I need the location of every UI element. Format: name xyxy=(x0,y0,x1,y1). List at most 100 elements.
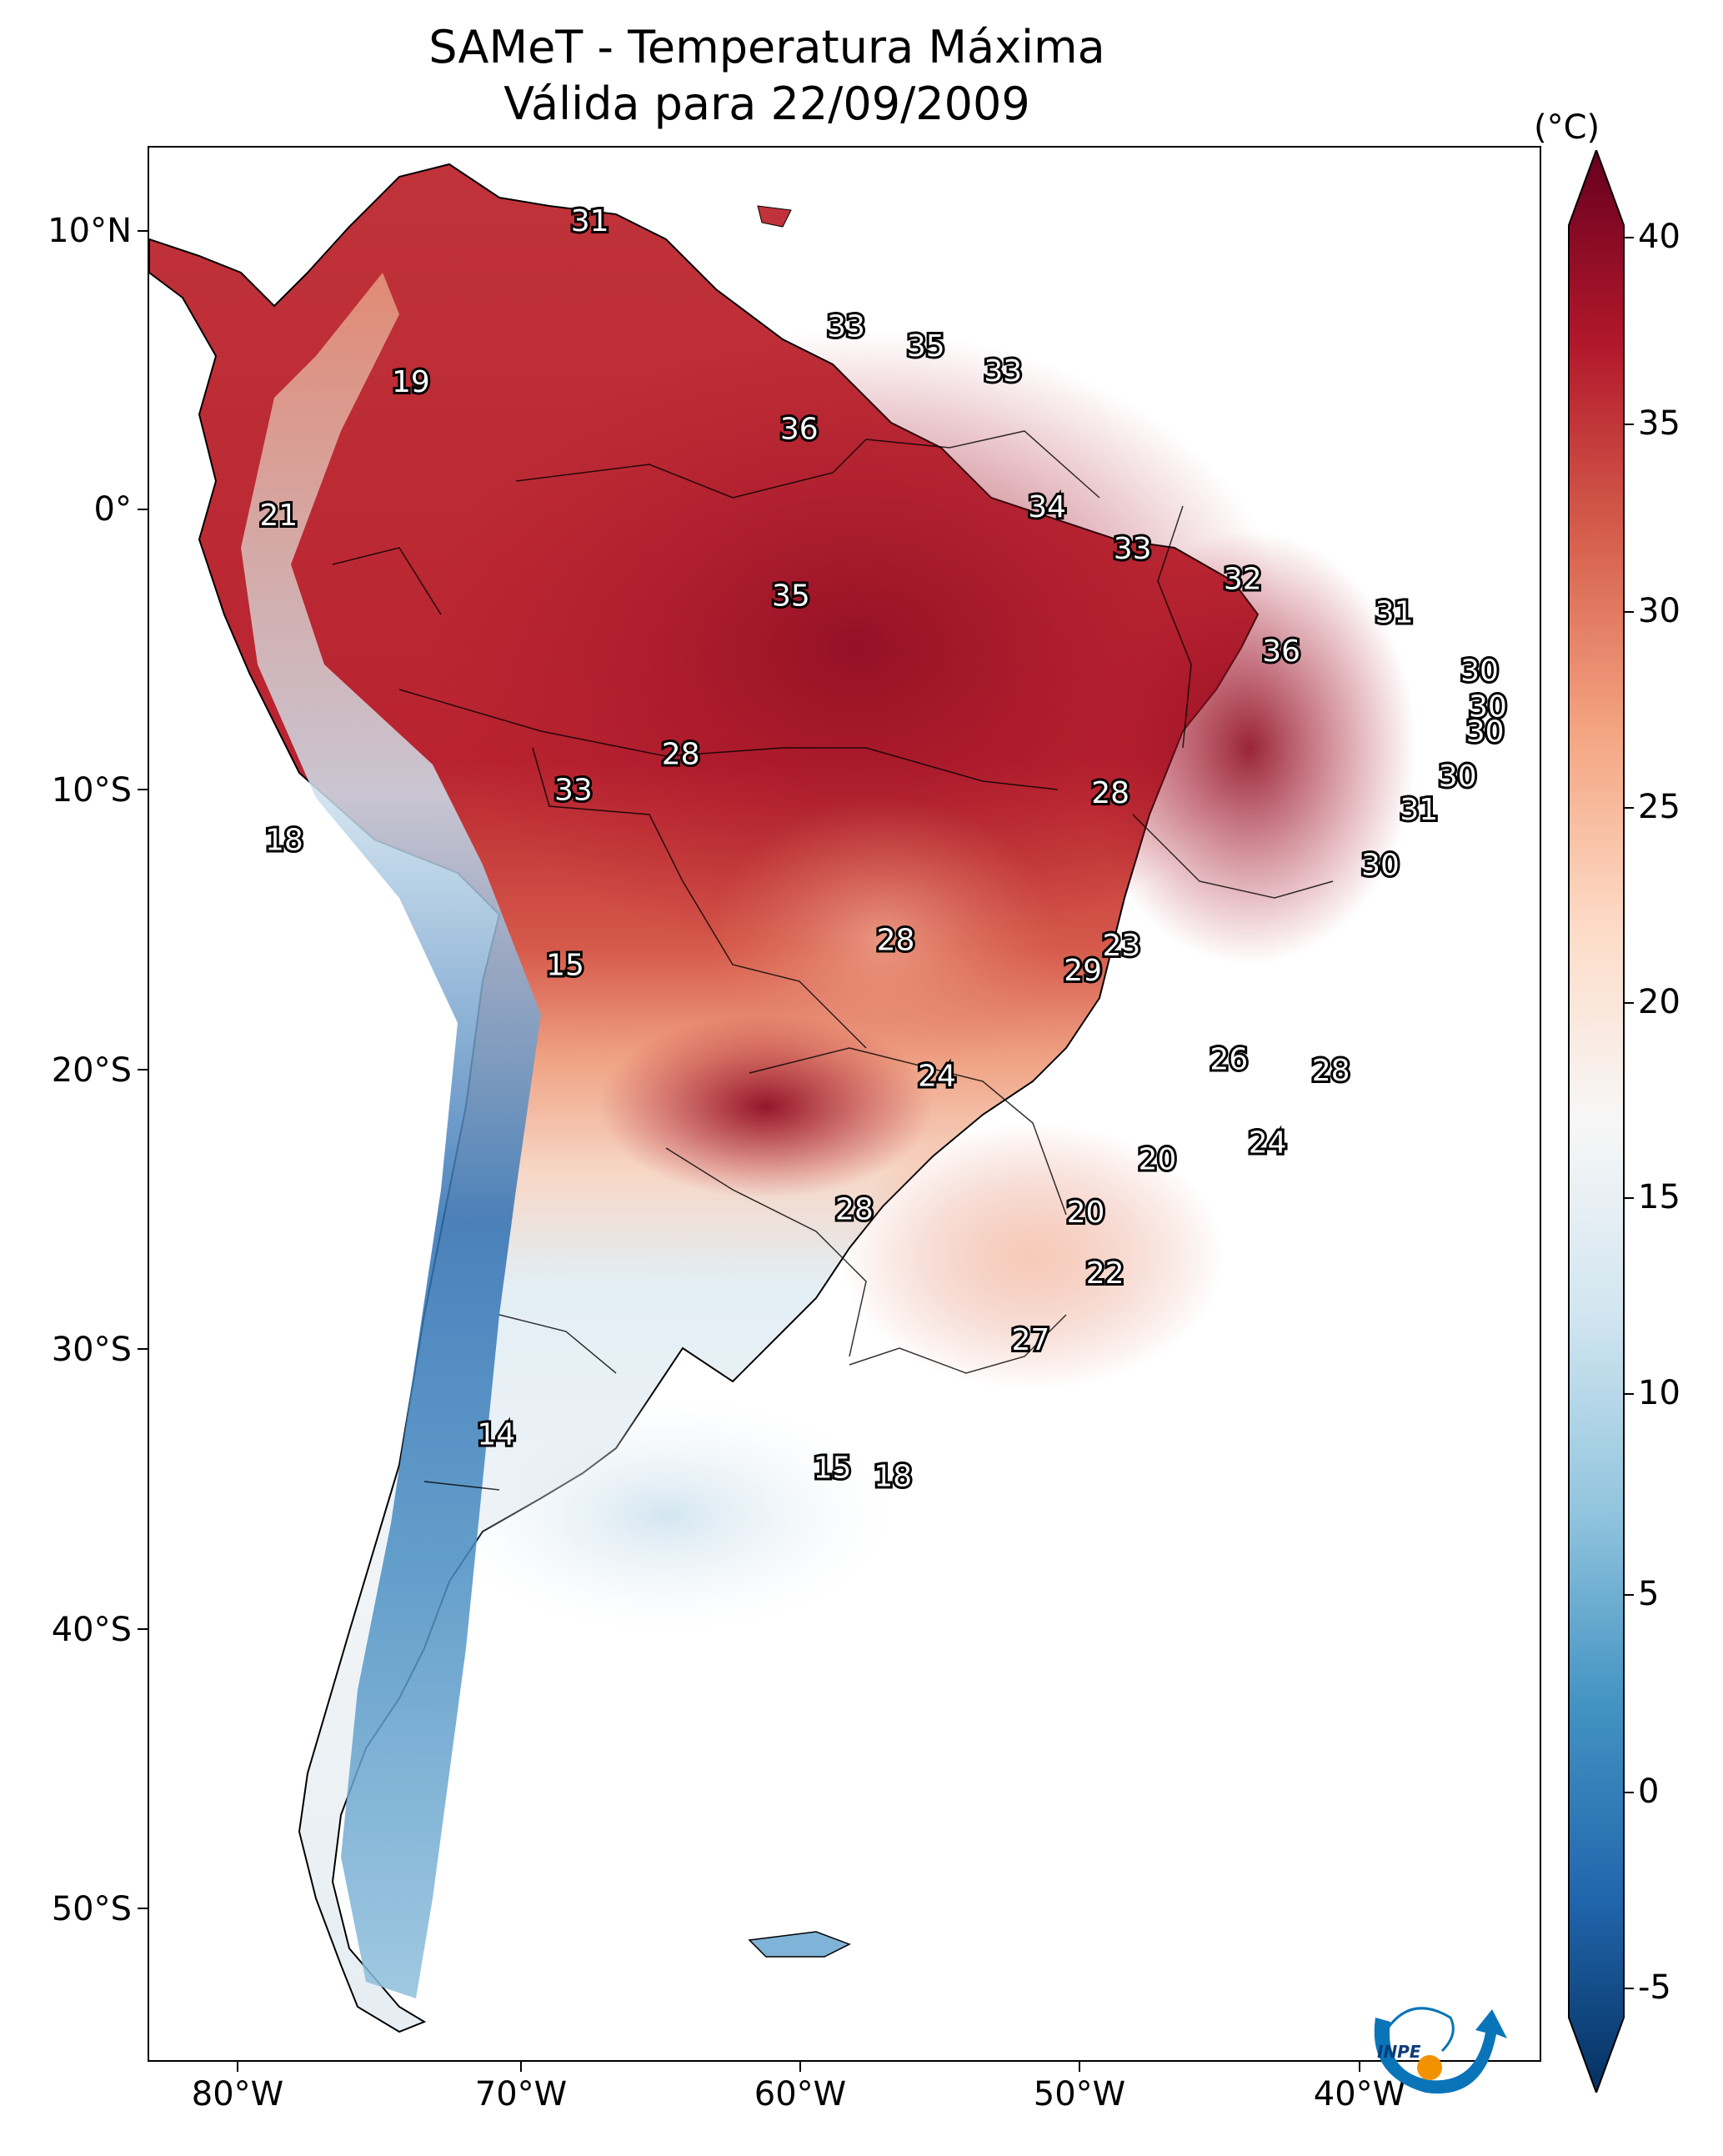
station-temperature-label: 22 xyxy=(1086,1256,1124,1291)
warm-region-central xyxy=(708,798,1058,1081)
lon-label-40w: 40°W xyxy=(1313,2075,1406,2113)
logo-text: INPE xyxy=(1377,2042,1421,2062)
station-temperature-label: 34 xyxy=(1028,490,1066,524)
station-temperature-label: 19 xyxy=(392,365,430,399)
cool-region-pampas xyxy=(441,1398,891,1632)
colorbar-tick xyxy=(1624,237,1634,238)
lon-label-80w: 80°W xyxy=(191,2075,284,2113)
hot-region-amazon xyxy=(424,331,1291,965)
lon-tick xyxy=(1079,2062,1080,2072)
station-temperature-label: 26 xyxy=(1210,1043,1248,1077)
station-temperature-label: 33 xyxy=(827,310,865,344)
station-temperature-label: 14 xyxy=(477,1417,515,1452)
colorbar-label: 25 xyxy=(1638,788,1680,826)
colorbar-tick xyxy=(1624,1594,1634,1596)
lat-label-30s: 30°S xyxy=(51,1331,132,1369)
station-temperature-label: 18 xyxy=(265,824,303,858)
station-temperature-label: 24 xyxy=(1249,1126,1287,1161)
colorbar-label: 40 xyxy=(1638,218,1680,256)
station-temperature-label: 30 xyxy=(1361,849,1400,883)
station-temperature-label: 18 xyxy=(874,1459,912,1493)
station-temperature-label: 29 xyxy=(1064,954,1102,988)
colorbar-label: 15 xyxy=(1638,1178,1680,1216)
station-temperature-label: 23 xyxy=(1102,929,1140,963)
station-temperature-label: 35 xyxy=(772,579,810,614)
map-frame: 31 19 33 35 33 36 21 34 33 35 32 31 36 30 30 30 28 33 28 30… xyxy=(148,146,1541,2062)
station-temperature-label: 15 xyxy=(814,1451,852,1485)
warm-region-southeast xyxy=(841,1123,1225,1390)
logo-orbit xyxy=(1382,2007,1455,2053)
logo-sun xyxy=(1417,2055,1442,2080)
colorbar xyxy=(1568,150,1625,2093)
station-temperature-label: 24 xyxy=(918,1060,956,1094)
station-temperature-label: 28 xyxy=(835,1193,874,1227)
station-temperature-label: 30 xyxy=(1439,760,1477,794)
station-temperature-label: 33 xyxy=(554,774,593,808)
station-temperature-label: 28 xyxy=(1312,1054,1350,1088)
lon-label-70w: 70°W xyxy=(474,2075,568,2113)
colorbar-bar xyxy=(1568,150,1625,2093)
station-temperature-label: 20 xyxy=(1067,1196,1105,1230)
colorbar-label: 20 xyxy=(1638,983,1680,1021)
lat-label-50s: 50°S xyxy=(51,1890,132,1928)
caribbean-islands xyxy=(757,205,792,228)
station-temperature-label: 31 xyxy=(571,204,609,238)
lat-tick xyxy=(138,509,148,510)
lon-label-60w: 60°W xyxy=(754,2075,847,2113)
lat-tick xyxy=(138,1908,148,1909)
station-temperature-label: 28 xyxy=(877,924,915,958)
station-temperature-label: 30 xyxy=(1466,715,1505,750)
station-temperature-label: 30 xyxy=(1469,690,1507,725)
colorbar-tick xyxy=(1624,1197,1634,1199)
lat-label-40s: 40°S xyxy=(51,1611,132,1649)
colorbar-label: 0 xyxy=(1638,1772,1660,1811)
inpe-logo: INPE xyxy=(1374,2007,1507,2094)
colorbar-label: 35 xyxy=(1638,404,1680,443)
lat-tick xyxy=(138,789,148,790)
colorbar-tick xyxy=(1624,807,1634,809)
colorbar-unit: (°C) xyxy=(1534,108,1600,147)
lat-label-10n: 10°N xyxy=(48,212,132,250)
station-temperature-label: 28 xyxy=(1091,776,1129,810)
lat-label-20s: 20°S xyxy=(51,1051,132,1090)
colorbar-label: 10 xyxy=(1638,1374,1680,1412)
station-temperature-label: 32 xyxy=(1224,563,1262,597)
station-temperature-label: 33 xyxy=(1114,532,1152,566)
lon-tick xyxy=(1359,2062,1360,2072)
colorbar-tick xyxy=(1624,424,1634,425)
station-temperature-label: 31 xyxy=(1375,596,1414,630)
station-temperature-label: 35 xyxy=(907,329,945,364)
lon-label-50w: 50°W xyxy=(1033,2075,1126,2113)
lon-tick xyxy=(799,2062,801,2072)
lat-tick xyxy=(138,230,148,232)
falkland-islands xyxy=(748,1931,851,1958)
station-temperature-label: 28 xyxy=(662,737,700,771)
colorbar-tick xyxy=(1624,1002,1634,1004)
station-temperature-label: 31 xyxy=(1400,793,1438,827)
station-temperature-label: 33 xyxy=(984,354,1022,389)
lon-tick xyxy=(520,2062,522,2072)
lat-tick xyxy=(138,1628,148,1630)
hot-region-northeast xyxy=(1083,531,1416,965)
lat-tick xyxy=(138,1069,148,1070)
station-temperature-label: 15 xyxy=(546,949,584,983)
map-title: SAMeT - Temperatura Máxima xyxy=(428,21,1105,73)
station-temperature-label: 36 xyxy=(780,413,819,447)
lat-label-10s: 10°S xyxy=(51,771,132,810)
lat-tick xyxy=(138,1348,148,1350)
colorbar-label: 5 xyxy=(1638,1575,1660,1613)
lon-tick xyxy=(237,2062,238,2072)
colorbar-label: 30 xyxy=(1638,592,1680,630)
colorbar-label: -5 xyxy=(1638,1968,1671,2007)
station-temperature-label: 21 xyxy=(259,499,298,533)
station-temperature-label: 27 xyxy=(1011,1323,1049,1357)
map-subtitle: Válida para 22/09/2009 xyxy=(503,78,1030,130)
station-temperature-label: 36 xyxy=(1262,634,1300,669)
colorbar-tick xyxy=(1624,1393,1634,1395)
station-temperature-label: 20 xyxy=(1138,1143,1176,1177)
colorbar-tick xyxy=(1624,1792,1634,1793)
colorbar-tick xyxy=(1624,611,1634,613)
lat-label-0: 0° xyxy=(93,490,132,529)
